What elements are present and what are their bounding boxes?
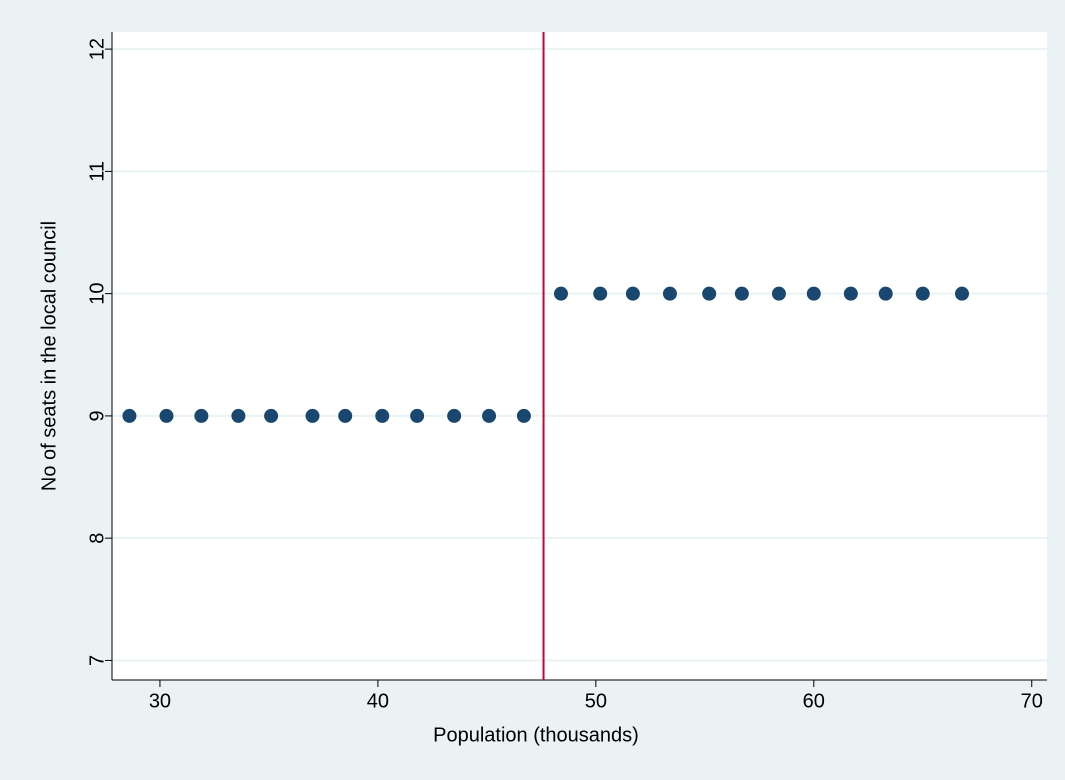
point [231,408,246,423]
point [955,286,969,301]
point [662,286,677,301]
y-tick-label: 8 [86,533,108,544]
point [702,286,717,301]
y-tick-label: 10 [86,283,108,305]
point [553,286,568,301]
point [806,286,821,301]
point [447,408,462,423]
y-axis-label: No of seats in the local council [38,221,60,491]
point [625,286,640,301]
point [159,408,174,423]
point [734,286,749,301]
x-tick-label: 50 [585,690,607,712]
point [338,408,353,423]
y-tick-label: 11 [86,161,108,182]
x-tick-label: 60 [803,690,825,712]
x-tick-label: 70 [1021,690,1043,712]
y-tick-label: 7 [86,655,108,666]
plot-area [112,32,1047,680]
point [516,408,531,423]
point [194,408,209,423]
x-tick-label: 30 [149,690,171,712]
point [410,408,425,423]
x-tick-label: 40 [367,690,389,712]
point [375,408,390,423]
point [122,408,137,423]
x-axis-label: Population (thousands) [433,724,639,746]
point [305,408,320,423]
point [843,286,858,301]
point [915,286,930,301]
y-tick-label: 12 [86,38,108,60]
point [771,286,786,301]
y-tick-label: 9 [86,410,108,421]
point [878,286,893,301]
point [593,286,608,301]
point [264,408,279,423]
point [482,408,497,423]
